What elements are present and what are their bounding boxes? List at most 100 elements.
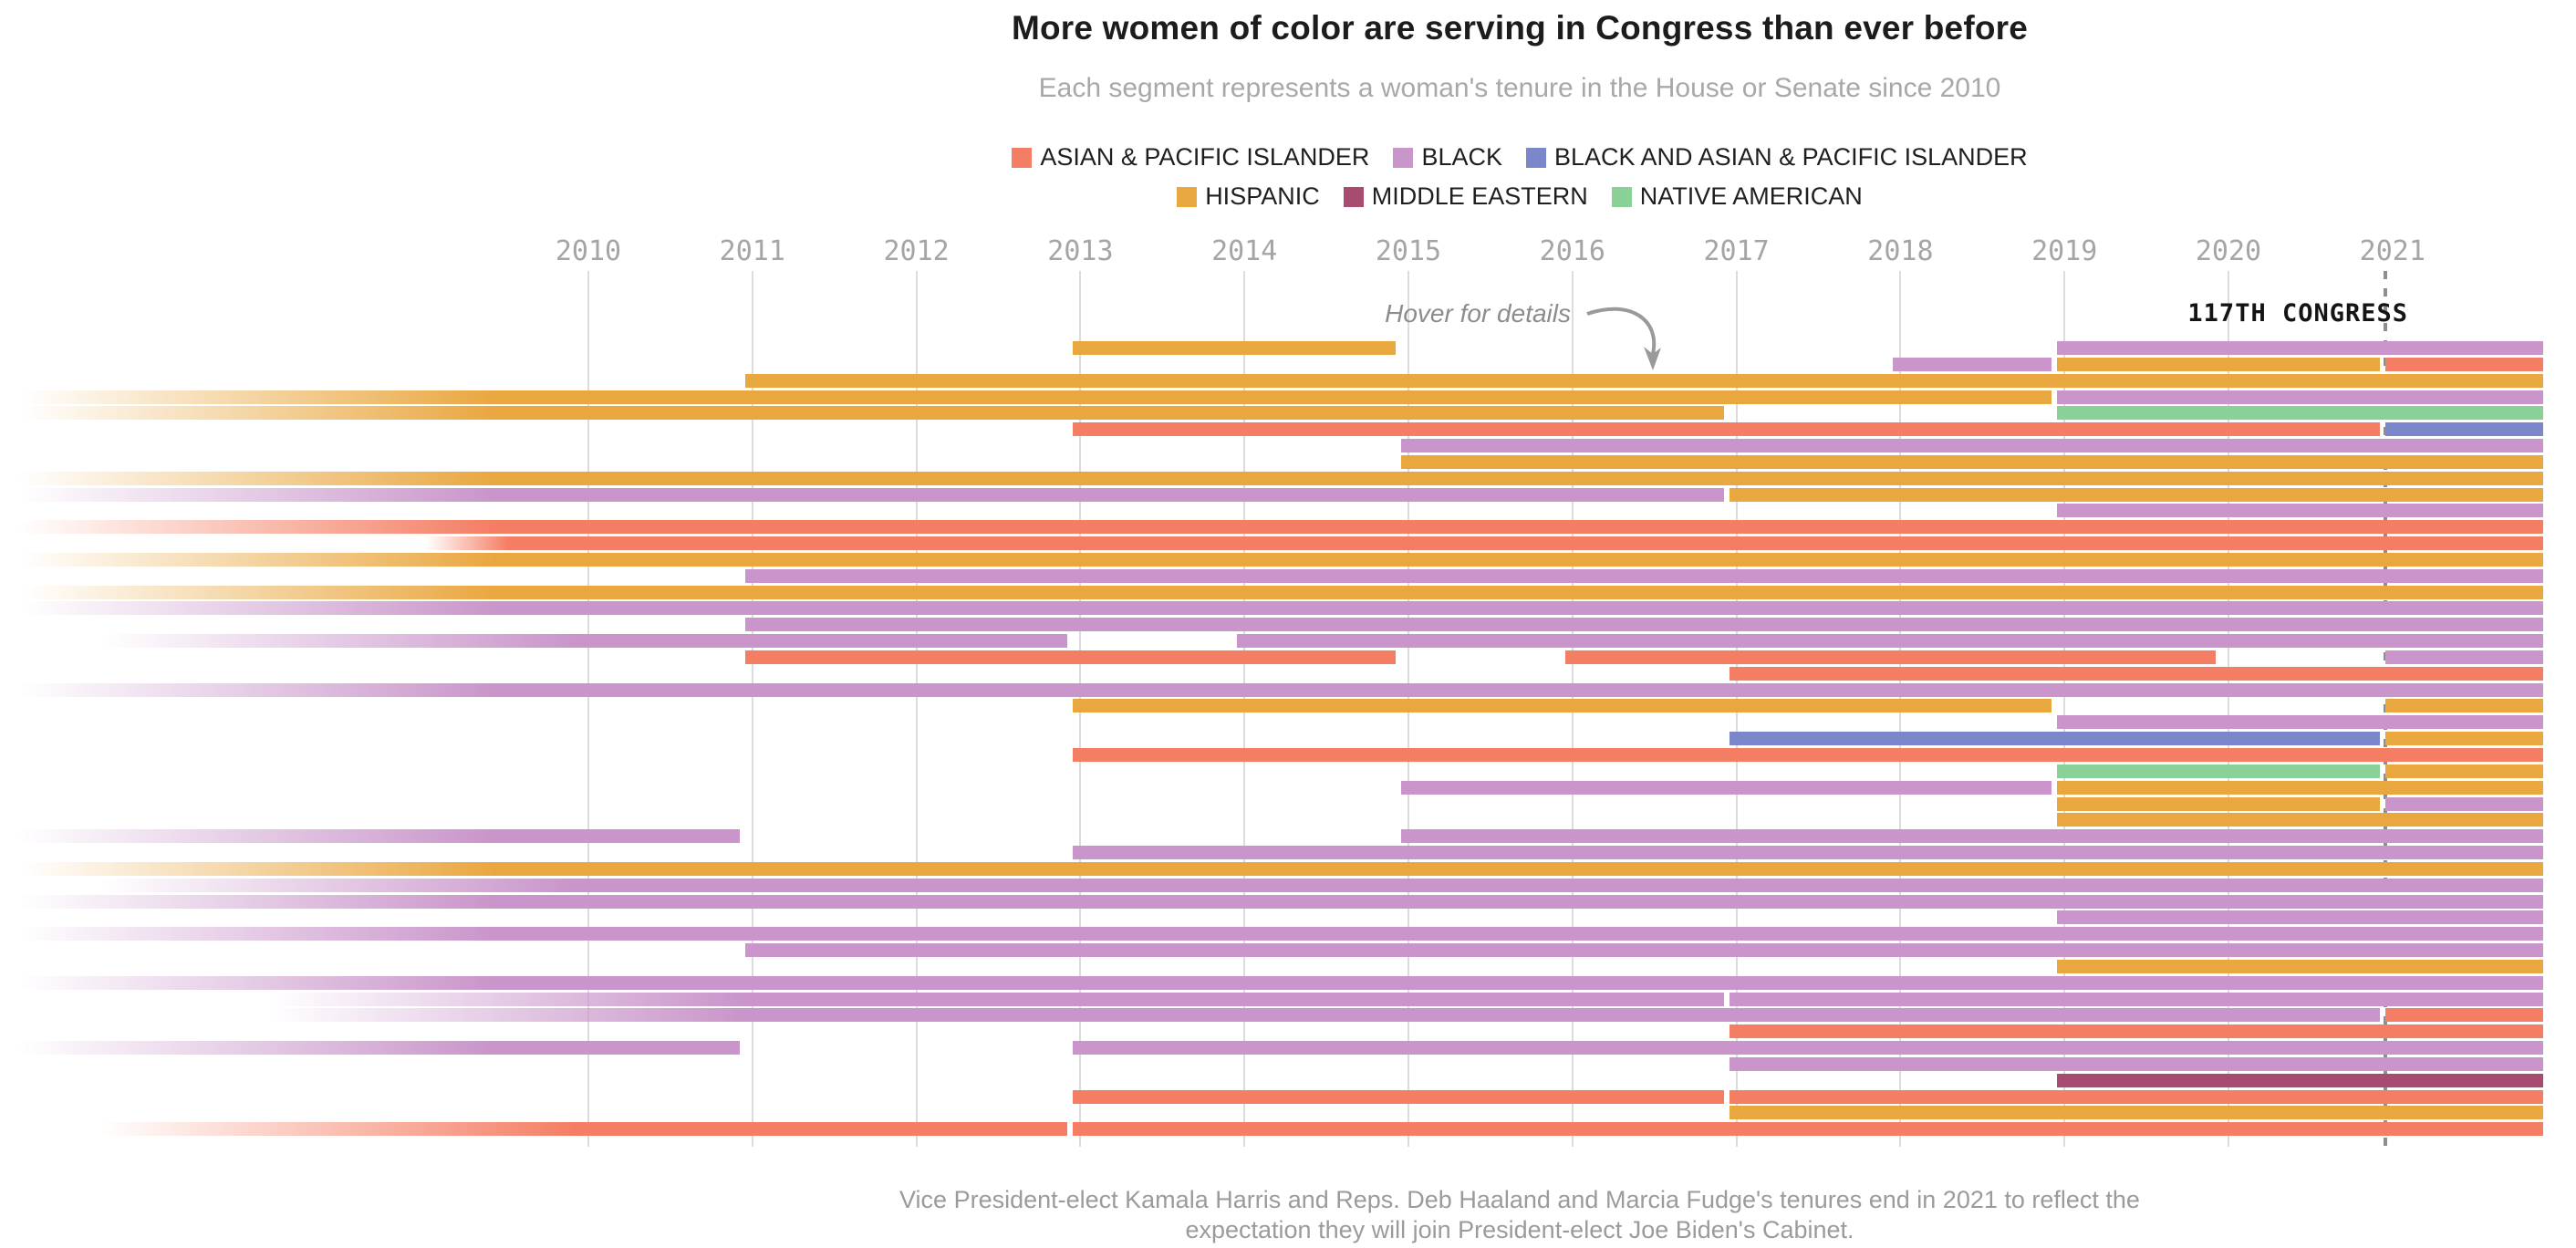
tenure-segment-api[interactable] xyxy=(1073,748,2543,762)
legend-swatch-hispanic xyxy=(1177,186,1198,207)
legend-item-black: BLACK xyxy=(1393,143,1502,172)
tenure-segment-hispanic[interactable] xyxy=(1073,699,2052,713)
tenure-segment-black[interactable] xyxy=(1729,1056,2543,1071)
tenure-segment-black[interactable] xyxy=(2057,390,2543,404)
year-axis-label: 2012 xyxy=(883,235,950,267)
tenure-segment-black[interactable] xyxy=(2384,650,2543,664)
legend-item-hispanic: HISPANIC xyxy=(1177,182,1320,211)
tenure-segment-black_api[interactable] xyxy=(2384,422,2543,437)
legend-item-black_api: BLACK AND ASIAN & PACIFIC ISLANDER xyxy=(1525,143,2028,172)
tenure-segment-black[interactable] xyxy=(1401,829,2543,844)
tenure-segment-api[interactable] xyxy=(1073,1089,1724,1104)
year-axis-label: 2010 xyxy=(555,235,622,267)
legend-item-api: ASIAN & PACIFIC ISLANDER xyxy=(1012,143,1369,172)
year-axis-label: 2017 xyxy=(1703,235,1770,267)
tenure-segment-api[interactable] xyxy=(426,536,2543,551)
tenure-segment-black_api[interactable] xyxy=(1729,732,2380,746)
tenure-segment-black[interactable] xyxy=(2057,910,2543,925)
tenure-segment-hispanic[interactable] xyxy=(2057,796,2380,811)
year-axis-label: 2016 xyxy=(1539,235,1605,267)
hover-hint-label: Hover for details xyxy=(1385,299,1571,328)
tenure-segment-black[interactable] xyxy=(2057,341,2543,355)
tenure-segment-black[interactable] xyxy=(1401,780,2052,795)
tenure-segment-black[interactable] xyxy=(100,878,2543,892)
tenure-segment-black[interactable] xyxy=(20,975,2543,990)
legend-label: HISPANIC xyxy=(1205,182,1320,210)
tenure-segment-hispanic[interactable] xyxy=(22,390,2052,404)
tenure-segment-black[interactable] xyxy=(268,1008,2380,1023)
tenure-segment-api[interactable] xyxy=(1073,1122,2543,1137)
tenure-segment-black[interactable] xyxy=(268,992,1724,1006)
tenure-segment-api[interactable] xyxy=(744,650,1396,664)
legend-label: ASIAN & PACIFIC ISLANDER xyxy=(1040,143,1370,171)
tenure-segment-black[interactable] xyxy=(1073,846,2543,860)
year-gridline xyxy=(2063,271,2066,1147)
tenure-segment-black[interactable] xyxy=(1729,992,2543,1006)
tenure-segment-api[interactable] xyxy=(18,520,2543,535)
tenure-segment-black[interactable] xyxy=(744,618,2543,632)
tenure-segment-black[interactable] xyxy=(20,927,2543,941)
legend-swatch-native xyxy=(1611,186,1632,207)
tenure-segment-hispanic[interactable] xyxy=(2384,699,2543,713)
tenure-segment-black[interactable] xyxy=(744,568,2543,583)
tenure-segment-middle_eastern[interactable] xyxy=(2057,1073,2543,1087)
tenure-segment-api[interactable] xyxy=(1073,422,2380,437)
tenure-segment-black[interactable] xyxy=(23,601,2543,616)
tenure-segment-black[interactable] xyxy=(20,682,2543,697)
tenure-segment-black[interactable] xyxy=(744,943,2543,958)
tenure-segment-black[interactable] xyxy=(2057,715,2543,730)
tenure-segment-hispanic[interactable] xyxy=(1401,454,2543,469)
tenure-segment-api[interactable] xyxy=(1729,1024,2543,1039)
legend-label: BLACK xyxy=(1421,143,1502,171)
tenure-segment-black[interactable] xyxy=(18,1041,740,1056)
legend-swatch-middle_eastern xyxy=(1343,186,1364,207)
tenure-segment-hispanic[interactable] xyxy=(1729,487,2543,502)
legend-item-middle_eastern: MIDDLE EASTERN xyxy=(1343,182,1588,211)
tenure-segment-hispanic[interactable] xyxy=(22,406,1724,421)
tenure-segment-hispanic[interactable] xyxy=(2057,813,2543,827)
tenure-segment-hispanic[interactable] xyxy=(2057,357,2380,371)
tenure-segment-hispanic[interactable] xyxy=(23,585,2543,599)
tenure-segment-hispanic[interactable] xyxy=(1729,1106,2543,1120)
tenure-segment-black[interactable] xyxy=(1073,1041,2543,1056)
tenure-segment-hispanic[interactable] xyxy=(2057,780,2543,795)
tenure-segment-hispanic[interactable] xyxy=(2384,732,2543,746)
year-gridline xyxy=(751,271,753,1147)
tenure-segment-hispanic[interactable] xyxy=(1073,341,1396,355)
legend-label: BLACK AND ASIAN & PACIFIC ISLANDER xyxy=(1553,143,2028,171)
tenure-segment-hispanic[interactable] xyxy=(20,861,2543,876)
hover-hint-arrow-icon xyxy=(1586,307,1661,370)
footnote-line-2: expectation they will join President-ele… xyxy=(1185,1216,1854,1243)
year-axis-label: 2021 xyxy=(2359,235,2425,267)
tenure-segment-black[interactable] xyxy=(19,487,1724,502)
chart-subtitle: Each segment represents a woman's tenure… xyxy=(1038,73,2001,103)
legend-swatch-black_api xyxy=(1525,147,1546,168)
tenure-segment-api[interactable] xyxy=(2384,1008,2543,1023)
tenure-segment-hispanic[interactable] xyxy=(2057,959,2543,973)
tenure-segment-black[interactable] xyxy=(1893,357,2052,371)
page-title: More women of color are serving in Congr… xyxy=(1011,9,2029,47)
tenure-segment-hispanic[interactable] xyxy=(20,552,2543,567)
tenure-segment-black[interactable] xyxy=(1401,439,2543,453)
tenure-segment-black[interactable] xyxy=(20,894,2543,909)
tenure-segment-api[interactable] xyxy=(1729,666,2543,681)
tenure-segment-api[interactable] xyxy=(1729,1089,2543,1104)
legend-label: MIDDLE EASTERN xyxy=(1371,182,1588,210)
tenure-segment-api[interactable] xyxy=(2384,357,2543,371)
tenure-segment-api[interactable] xyxy=(1564,650,2216,664)
tenure-segment-black[interactable] xyxy=(1237,634,2543,649)
tenure-segment-native[interactable] xyxy=(2057,764,2380,778)
tenure-segment-hispanic[interactable] xyxy=(2384,764,2543,778)
tenure-segment-hispanic[interactable] xyxy=(744,373,2543,388)
tenure-segment-black[interactable] xyxy=(102,634,1068,649)
year-axis-label: 2015 xyxy=(1375,235,1442,267)
year-axis-label: 2011 xyxy=(719,235,785,267)
year-gridline xyxy=(915,271,918,1147)
tenure-segment-black[interactable] xyxy=(2384,796,2543,811)
tenure-segment-black[interactable] xyxy=(18,829,740,844)
tenure-segment-native[interactable] xyxy=(2057,406,2543,421)
tenure-segment-hispanic[interactable] xyxy=(18,471,2543,485)
tenure-segment-api[interactable] xyxy=(100,1122,1068,1137)
tenure-segment-black[interactable] xyxy=(2057,504,2543,518)
